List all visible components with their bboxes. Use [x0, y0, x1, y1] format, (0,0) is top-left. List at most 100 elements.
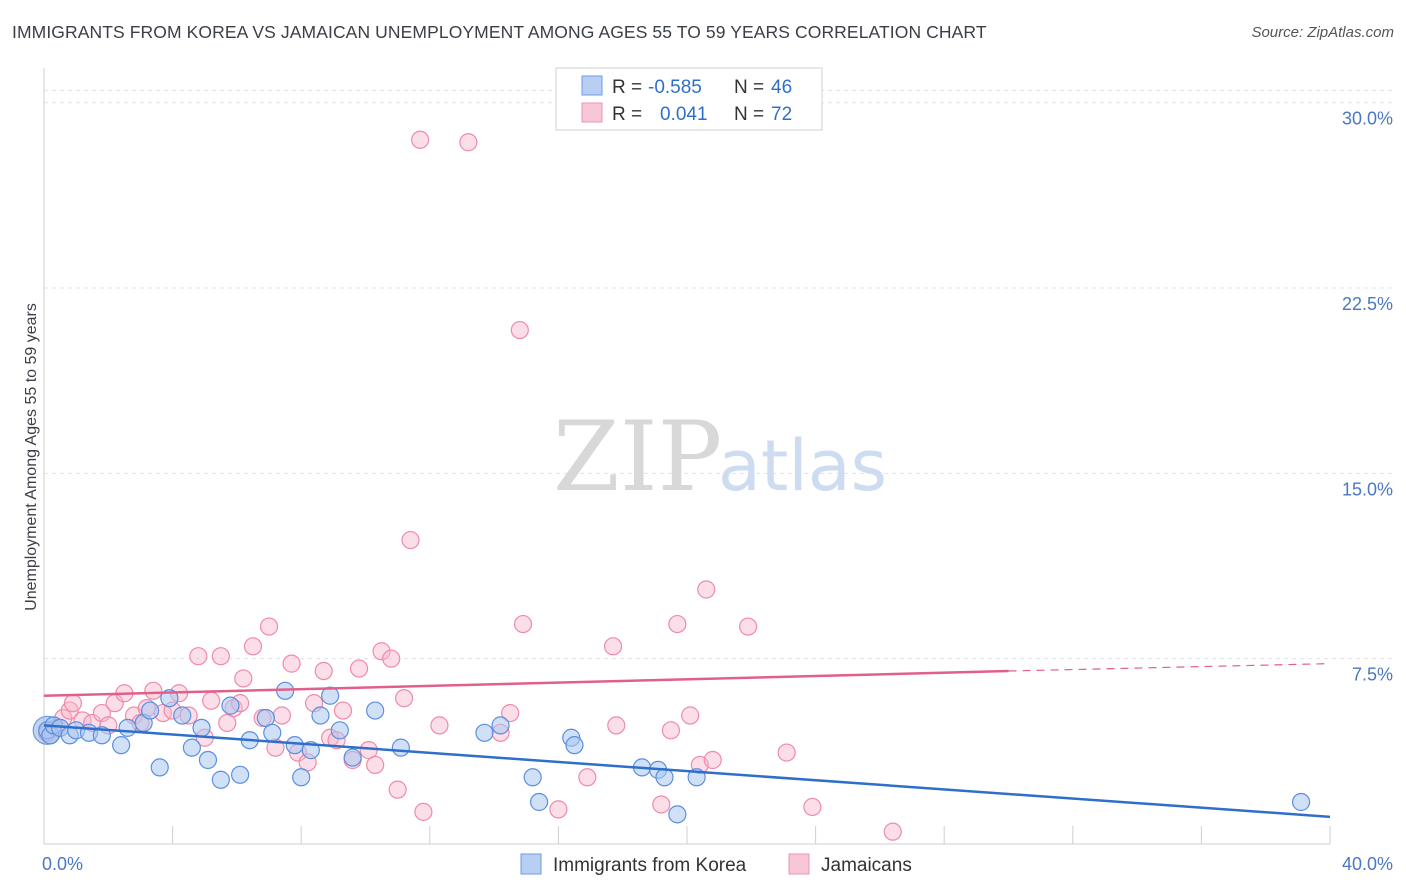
jamaicans-point-50 — [430, 716, 449, 735]
jamaicans-point-61 — [652, 795, 671, 814]
jamaicans-point-52 — [459, 133, 478, 152]
korea-point-25 — [285, 736, 304, 755]
korea-point-12 — [150, 758, 169, 777]
legend-swatch-pink — [581, 102, 603, 123]
jamaicans-point-4 — [63, 694, 83, 713]
jamaicans-point-47 — [394, 689, 414, 708]
jamaicans-point-58 — [578, 768, 597, 787]
y-tick-label-2: 22.5% — [1342, 294, 1393, 314]
jamaicans-point-27 — [243, 637, 263, 656]
jamaicans-trend-dashed — [1008, 663, 1331, 672]
jamaicans-point-68 — [738, 617, 758, 636]
jamaicans-point-55 — [510, 320, 529, 340]
jamaicans-point-60 — [607, 716, 626, 735]
korea-point-43 — [668, 805, 687, 824]
korea-point-23 — [263, 723, 282, 742]
jamaicans-point-67 — [703, 750, 722, 770]
chart-title: IMMIGRANTS FROM KOREA VS JAMAICAN UNEMPL… — [12, 22, 987, 42]
jamaicans-point-59 — [603, 637, 623, 656]
korea-point-11 — [140, 701, 160, 720]
bottom-legend-jamaicans: Jamaicans — [821, 855, 912, 876]
korea-point-14 — [173, 706, 192, 725]
legend-r-value-2: 0.041 — [660, 104, 708, 125]
korea-point-9 — [118, 718, 137, 737]
trend-lines — [43, 663, 1331, 819]
bottom-legend: Immigrants from Korea Jamaicans — [520, 853, 912, 876]
watermark-zip: ZIP — [553, 401, 722, 513]
jamaicans-point-22 — [211, 647, 230, 666]
jamaicans-point-19 — [189, 647, 208, 666]
korea-point-33 — [391, 738, 410, 757]
legend-n-value-1: 46 — [771, 77, 792, 98]
korea-point-37 — [530, 792, 549, 812]
x-tick-label-0: 0.0% — [42, 854, 83, 874]
y-axis-label: Unemployment Among Ages 55 to 59 years — [23, 303, 40, 611]
legend-n-label-1: N = — [734, 77, 764, 98]
jamaicans-point-46 — [388, 780, 407, 799]
korea-point-32 — [366, 701, 385, 720]
jamaicans-point-36 — [314, 661, 333, 681]
gridlines — [44, 89, 1392, 660]
watermark-atlas: atlas — [718, 425, 887, 507]
korea-point-17 — [198, 750, 218, 770]
jamaicans-point-43 — [366, 755, 385, 775]
legend-r-label-2: R = — [612, 104, 642, 125]
legend: R = -0.585 N = 46 R = 0.041 N = 72 — [555, 67, 823, 131]
jamaicans-point-41 — [349, 659, 369, 678]
jamaicans-point-21 — [202, 691, 221, 710]
legend-r-label-1: R = — [612, 77, 642, 98]
korea-point-16 — [192, 718, 211, 737]
jamaicans-point-64 — [681, 706, 700, 725]
jamaicans-point-48 — [401, 530, 420, 550]
korea-point-19 — [221, 696, 240, 715]
korea-point-34 — [475, 723, 494, 742]
y-tick-labels: 7.5% 15.0% 22.5% 30.0% — [1342, 109, 1393, 685]
korea-point-13 — [160, 689, 179, 708]
jamaicans-point-69 — [777, 743, 796, 762]
x-tick-labels: 0.0% 40.0% — [42, 854, 1393, 874]
jamaicans-point-56 — [513, 614, 533, 634]
jamaicans-point-44 — [372, 642, 391, 661]
legend-n-label-2: N = — [734, 104, 764, 125]
jamaicans-point-54 — [501, 703, 520, 723]
jamaicans-point-62 — [661, 721, 681, 740]
jamaicans-point-63 — [668, 614, 687, 634]
korea-point-18 — [211, 770, 230, 789]
korea-point-42 — [655, 768, 674, 787]
jamaicans-point-70 — [803, 797, 822, 817]
korea-point-26 — [292, 768, 311, 787]
korea-point-45 — [1291, 792, 1311, 812]
korea-point-15 — [182, 738, 201, 757]
jamaicans-point-57 — [549, 800, 568, 819]
jamaicans-point-45 — [382, 649, 401, 668]
jamaicans-point-26 — [234, 669, 253, 688]
jamaicans-point-49 — [414, 802, 433, 821]
jamaicans-point-29 — [259, 617, 279, 636]
x-tick-label-1: 40.0% — [1342, 854, 1393, 874]
y-tick-label-3: 30.0% — [1342, 109, 1393, 129]
jamaicans-point-32 — [282, 654, 301, 673]
bottom-legend-swatch-jamaicans — [788, 853, 810, 875]
korea-point-31 — [343, 748, 362, 767]
korea-point-35 — [491, 716, 510, 735]
axes — [43, 68, 1331, 845]
korea-point-30 — [330, 721, 349, 740]
jamaicans-point-14 — [144, 681, 163, 700]
jamaicans-point-31 — [272, 706, 292, 725]
bottom-legend-korea: Immigrants from Korea — [553, 855, 747, 876]
korea-point-8 — [112, 736, 131, 755]
legend-r-value-1: -0.585 — [648, 77, 702, 98]
y-tick-label-0: 7.5% — [1352, 665, 1393, 685]
jamaicans-trend-line — [43, 669, 1009, 697]
korea-trend-line — [43, 724, 1331, 819]
korea-point-36 — [523, 768, 542, 787]
jamaicans-point-66 — [697, 580, 716, 599]
korea-point-28 — [311, 706, 330, 725]
y-tick-label-1: 15.0% — [1342, 479, 1393, 499]
source-label: Source: ZipAtlas.com — [1251, 24, 1394, 41]
legend-n-value-2: 72 — [771, 104, 792, 125]
legend-swatch-blue — [581, 75, 603, 96]
jamaicans-point-39 — [333, 701, 353, 720]
jamaicans-point-71 — [883, 822, 902, 841]
